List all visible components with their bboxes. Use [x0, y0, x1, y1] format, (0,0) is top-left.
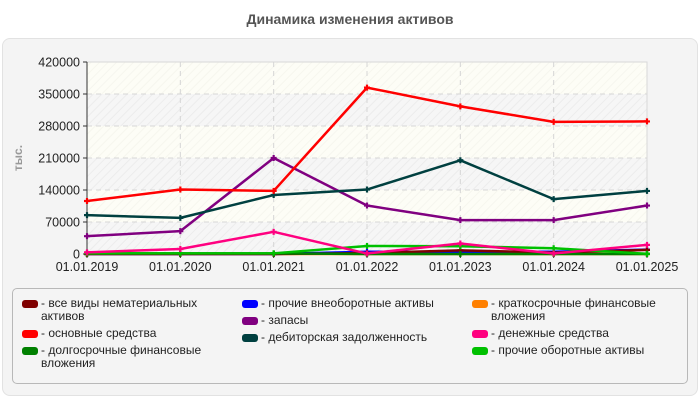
- legend-item: - дебиторская задолженность: [242, 331, 434, 344]
- legend-label: - краткосрочные финансовые вложения: [491, 296, 656, 323]
- legend-item: - основные средства: [22, 327, 201, 340]
- x-tick-label: 01.01.2024: [522, 260, 585, 274]
- y-axis-label: тыс.: [11, 145, 25, 171]
- y-tick-label: 210000: [38, 152, 80, 166]
- legend-swatch-icon: [472, 330, 488, 338]
- legend-swatch-icon: [242, 334, 258, 342]
- legend-column-2: - прочие внеоборотные активы - запасы - де…: [242, 297, 434, 348]
- legend-item: - запасы: [242, 314, 434, 327]
- series-line: [84, 157, 650, 221]
- legend-swatch-icon: [22, 347, 38, 355]
- series-line: [84, 228, 650, 257]
- legend-swatch-icon: [242, 317, 258, 325]
- legend-item: - краткосрочные финансовые вложения: [472, 297, 656, 323]
- y-tick-label: 350000: [38, 88, 80, 102]
- legend-item: - прочие оборотные активы: [472, 344, 656, 357]
- y-tick-label: 140000: [38, 184, 80, 198]
- legend-swatch-icon: [472, 347, 488, 355]
- y-tick-label: 70000: [45, 216, 80, 230]
- series-lines: [84, 84, 650, 257]
- legend-swatch-icon: [22, 330, 38, 338]
- line-chart: 0 70000 140000 210000 280000 350000 420000 01.0…: [11, 56, 678, 275]
- legend-label: - прочие внеоборотные активы: [261, 296, 434, 310]
- y-tick-label: 0: [73, 248, 80, 262]
- legend-label: - основные средства: [41, 326, 157, 340]
- legend-swatch-icon: [22, 300, 38, 308]
- x-tick-label: 01.01.2022: [336, 260, 399, 274]
- series-line: [84, 155, 650, 240]
- x-tick-label: 01.01.2020: [149, 260, 212, 274]
- x-tick-label: 01.01.2023: [429, 260, 492, 274]
- legend-column-1: - все виды нематериальных активов - основ…: [22, 297, 201, 374]
- axes: 0 70000 140000 210000 280000 350000 420000 01.0…: [38, 56, 678, 275]
- x-tick-label: 01.01.2021: [242, 260, 305, 274]
- legend-column-3: - краткосрочные финансовые вложения - ден…: [472, 297, 656, 361]
- x-tick-label: 01.01.2025: [616, 260, 679, 274]
- series-line: [84, 84, 650, 204]
- legend-label: - долгосрочные финансовые вложения: [41, 343, 202, 370]
- legend-item: - прочие внеоборотные активы: [242, 297, 434, 310]
- legend-label: - запасы: [261, 313, 309, 327]
- legend-swatch-icon: [472, 300, 488, 308]
- legend-label: - дебиторская задолженность: [261, 330, 428, 344]
- legend-label: - денежные средства: [491, 326, 609, 340]
- legend-item: - все виды нематериальных активов: [22, 297, 201, 323]
- chart-legend: - все виды нематериальных активов - основ…: [12, 288, 688, 384]
- y-tick-label: 420000: [38, 56, 80, 70]
- y-tick-label: 280000: [38, 120, 80, 134]
- legend-item: - долгосрочные финансовые вложения: [22, 344, 201, 370]
- legend-label: - все виды нематериальных активов: [41, 296, 198, 323]
- legend-item: - денежные средства: [472, 327, 656, 340]
- legend-label: - прочие оборотные активы: [491, 343, 645, 357]
- legend-swatch-icon: [242, 300, 258, 308]
- chart-title: Динамика изменения активов: [246, 11, 454, 27]
- x-tick-label: 01.01.2019: [56, 260, 119, 274]
